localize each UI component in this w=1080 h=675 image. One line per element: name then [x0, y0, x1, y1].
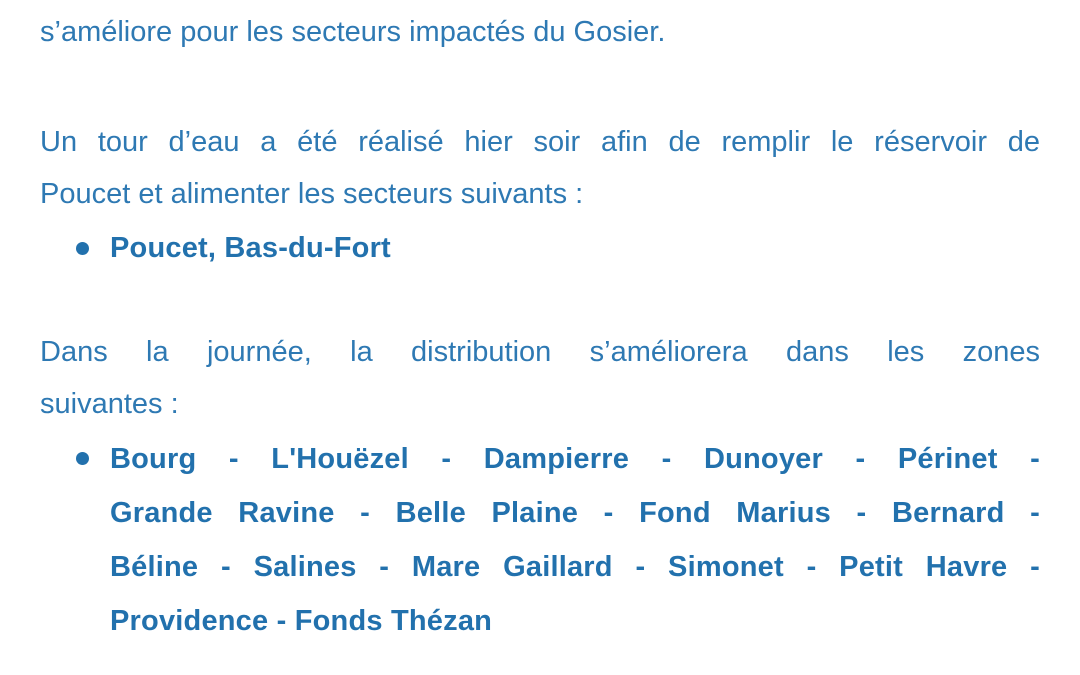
bullet-icon: [76, 452, 89, 465]
zones-line-1: Bourg - L'Houëzel - Dampierre - Dunoyer …: [110, 443, 1040, 475]
tour-eau-paragraph: Un tour d’eau a été réalisé hier soir af…: [40, 116, 1040, 220]
intro-paragraph: s’améliore pour les secteurs impactés du…: [40, 6, 1040, 58]
bullet-icon: [76, 242, 89, 255]
zones-line-4: Providence - Fonds Thézan: [110, 605, 493, 637]
distribution-paragraph: Dans la journée, la distribution s’améli…: [40, 326, 1040, 430]
tour-eau-line-2: Poucet et alimenter les secteurs suivant…: [40, 178, 584, 210]
distribution-line-1: Dans la journée, la distribution s’améli…: [40, 336, 1040, 368]
zones-list-text: Bourg - L'Houëzel - Dampierre - Dunoyer …: [110, 432, 1040, 648]
paragraph-gap: [40, 274, 1040, 326]
zones-list-item: Bourg - L'Houëzel - Dampierre - Dunoyer …: [40, 432, 1040, 648]
paragraph-gap: [40, 58, 1040, 116]
distribution-line-2: suivantes :: [40, 388, 179, 420]
sectors-list-text: Poucet, Bas-du-Fort: [110, 232, 391, 264]
intro-line: s’améliore pour les secteurs impactés du…: [40, 16, 666, 48]
sectors-list-item: Poucet, Bas-du-Fort: [40, 222, 1040, 274]
zones-line-3: Béline - Salines - Mare Gaillard - Simon…: [110, 551, 1040, 583]
zones-line-2: Grande Ravine - Belle Plaine - Fond Mari…: [110, 497, 1040, 529]
tour-eau-line-1: Un tour d’eau a été réalisé hier soir af…: [40, 126, 1040, 158]
